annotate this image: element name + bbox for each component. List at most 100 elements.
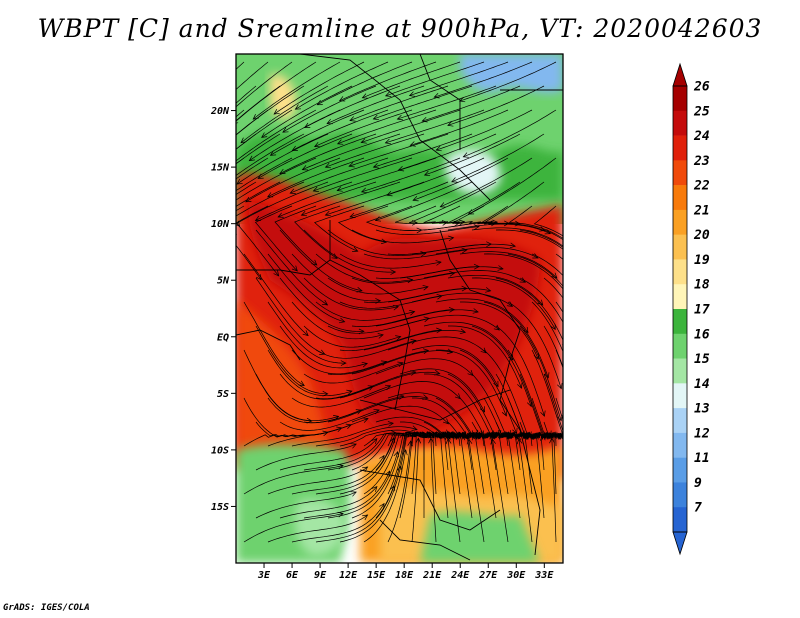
streamline xyxy=(555,253,563,260)
border-line xyxy=(299,54,491,201)
streamline-arrow xyxy=(569,434,574,439)
streamline-arrow xyxy=(434,369,441,376)
streamline-arrow xyxy=(472,308,479,314)
colorbar-top-arrow xyxy=(672,62,688,87)
streamline-arrow xyxy=(312,186,319,192)
streamline-arrow xyxy=(522,327,529,334)
streamline xyxy=(236,133,305,176)
streamline xyxy=(463,109,557,158)
colorbar-swatch xyxy=(673,259,687,285)
streamline-arrow xyxy=(379,502,385,510)
streamline-arrow xyxy=(544,372,550,379)
streamline xyxy=(267,349,353,397)
colorbar-label: 12 xyxy=(694,426,710,441)
streamline-arrow xyxy=(537,299,544,306)
streamline-arrow xyxy=(448,235,455,242)
streamline-arrow xyxy=(291,265,298,272)
colorbar-swatch xyxy=(673,309,687,335)
streamline xyxy=(255,277,325,355)
streamline xyxy=(361,157,461,193)
streamline-arrow xyxy=(473,224,480,230)
streamline xyxy=(411,345,499,387)
colorbar-label: 13 xyxy=(694,402,710,417)
lon-tick-label: 27E xyxy=(478,570,498,581)
streamline-arrow xyxy=(577,417,582,423)
streamline xyxy=(339,329,442,352)
streamline-arrow xyxy=(421,116,428,123)
streamline-arrow xyxy=(166,221,172,226)
streamline-arrow xyxy=(461,431,467,438)
streamline xyxy=(291,503,385,543)
streamline xyxy=(540,432,551,471)
streamline xyxy=(508,205,563,239)
streamline-arrow xyxy=(396,114,403,121)
streamline-arrow xyxy=(509,242,516,249)
streamline-arrow xyxy=(379,454,385,462)
streamline xyxy=(327,229,426,256)
streamline xyxy=(314,205,365,252)
streamline-arrow xyxy=(576,355,581,361)
latitude-axis: 20N 15N 10N 5N EQ 5S 10S 15S xyxy=(210,106,236,513)
streamline xyxy=(315,340,417,359)
streamline-arrow xyxy=(451,177,458,183)
streamline xyxy=(325,181,425,216)
streamline-arrow xyxy=(549,437,555,444)
colorbar-label: 14 xyxy=(694,377,710,392)
streamline xyxy=(339,466,402,543)
streamline-arrow xyxy=(412,431,419,437)
streamline-arrow xyxy=(172,131,177,136)
streamline-arrow xyxy=(321,299,329,306)
streamline-arrow xyxy=(402,449,408,456)
colorbar-swatch xyxy=(673,135,687,161)
streamline xyxy=(303,277,399,311)
streamline xyxy=(495,325,545,417)
streamline-arrow xyxy=(214,241,219,246)
colorbar-label: 22 xyxy=(693,179,710,194)
streamline xyxy=(440,430,449,519)
lon-tick-label: 33E xyxy=(534,570,554,581)
streamline-arrow xyxy=(371,438,378,444)
streamline xyxy=(236,109,245,118)
streamline-arrow xyxy=(512,427,518,435)
streamline-arrow xyxy=(493,324,500,331)
streamline-arrow xyxy=(514,220,521,227)
streamline xyxy=(327,396,428,423)
streamline xyxy=(519,325,562,421)
streamline xyxy=(291,455,385,495)
streamline xyxy=(399,431,428,519)
streamline xyxy=(483,301,549,378)
streamline xyxy=(267,466,368,495)
streamline xyxy=(375,358,474,376)
streamline xyxy=(236,157,245,165)
streamline xyxy=(236,109,317,162)
streamline xyxy=(243,513,344,543)
streamline-arrow xyxy=(459,328,467,335)
streamline xyxy=(555,349,563,370)
streamline-arrow xyxy=(580,313,585,319)
streamline-arrow xyxy=(526,431,532,438)
streamline xyxy=(245,157,341,203)
streamline xyxy=(492,439,509,543)
streamline-arrow xyxy=(222,236,227,241)
streamline xyxy=(435,298,529,333)
border-line xyxy=(359,469,501,531)
streamline xyxy=(279,325,368,369)
colorbar-label: 9 xyxy=(694,476,702,491)
streamline-arrow xyxy=(298,380,305,387)
streamline xyxy=(430,438,437,543)
streamline-arrow xyxy=(458,96,466,103)
streamline xyxy=(385,109,485,144)
streamline xyxy=(363,249,467,260)
colorbar-label: 17 xyxy=(694,303,710,318)
streamline-arrow xyxy=(229,161,235,166)
streamline-arrow xyxy=(349,116,356,122)
streamline xyxy=(543,325,563,369)
streamline-arrow xyxy=(410,339,417,345)
streamline-arrow xyxy=(442,418,449,425)
streamline xyxy=(507,253,563,287)
streamline xyxy=(314,109,413,147)
streamline-arrow xyxy=(501,410,508,417)
streamline xyxy=(267,253,345,323)
streamline-arrow xyxy=(380,238,388,245)
streamline xyxy=(408,181,497,224)
